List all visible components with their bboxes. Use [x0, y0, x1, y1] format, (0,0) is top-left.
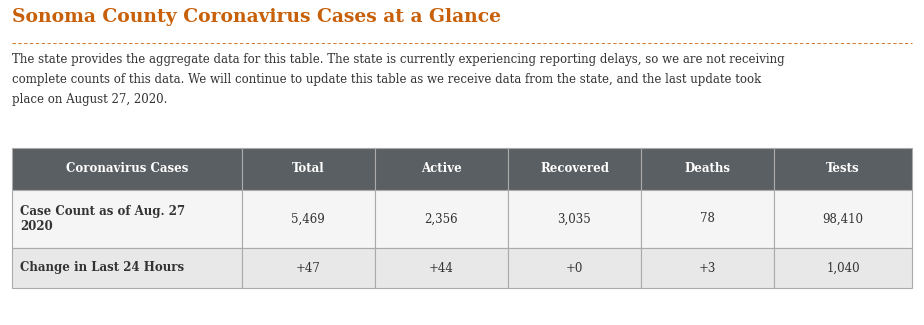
Bar: [508, 190, 641, 248]
Text: +47: +47: [296, 262, 321, 275]
Text: complete counts of this data. We will continue to update this table as we receiv: complete counts of this data. We will co…: [12, 73, 761, 86]
Bar: [375, 248, 508, 288]
Bar: [241, 148, 375, 190]
Bar: [12, 190, 241, 248]
Text: Deaths: Deaths: [685, 162, 731, 176]
Bar: [375, 148, 508, 190]
Text: Tests: Tests: [826, 162, 860, 176]
Text: 2,356: 2,356: [424, 213, 458, 226]
Text: 3,035: 3,035: [557, 213, 591, 226]
Bar: [12, 248, 241, 288]
Bar: [641, 248, 774, 288]
Bar: [375, 190, 508, 248]
Bar: [12, 148, 241, 190]
Text: +3: +3: [699, 262, 716, 275]
Bar: [774, 248, 912, 288]
Text: 78: 78: [700, 213, 715, 226]
Text: The state provides the aggregate data for this table. The state is currently exp: The state provides the aggregate data fo…: [12, 53, 784, 66]
Text: Active: Active: [421, 162, 462, 176]
Text: +44: +44: [429, 262, 454, 275]
Text: 98,410: 98,410: [822, 213, 864, 226]
Text: place on August 27, 2020.: place on August 27, 2020.: [12, 93, 167, 106]
Text: 5,469: 5,469: [291, 213, 325, 226]
Text: Coronavirus Cases: Coronavirus Cases: [66, 162, 188, 176]
Text: 1,040: 1,040: [826, 262, 860, 275]
Text: Sonoma County Coronavirus Cases at a Glance: Sonoma County Coronavirus Cases at a Gla…: [12, 8, 501, 26]
Text: +0: +0: [565, 262, 583, 275]
Bar: [774, 148, 912, 190]
Text: Total: Total: [292, 162, 324, 176]
Bar: [241, 248, 375, 288]
Bar: [641, 190, 774, 248]
Text: Case Count as of Aug. 27
2020: Case Count as of Aug. 27 2020: [20, 205, 185, 233]
Text: Change in Last 24 Hours: Change in Last 24 Hours: [20, 262, 184, 275]
Bar: [241, 190, 375, 248]
Bar: [508, 148, 641, 190]
Bar: [508, 248, 641, 288]
Bar: [641, 148, 774, 190]
Text: Recovered: Recovered: [540, 162, 609, 176]
Bar: [774, 190, 912, 248]
